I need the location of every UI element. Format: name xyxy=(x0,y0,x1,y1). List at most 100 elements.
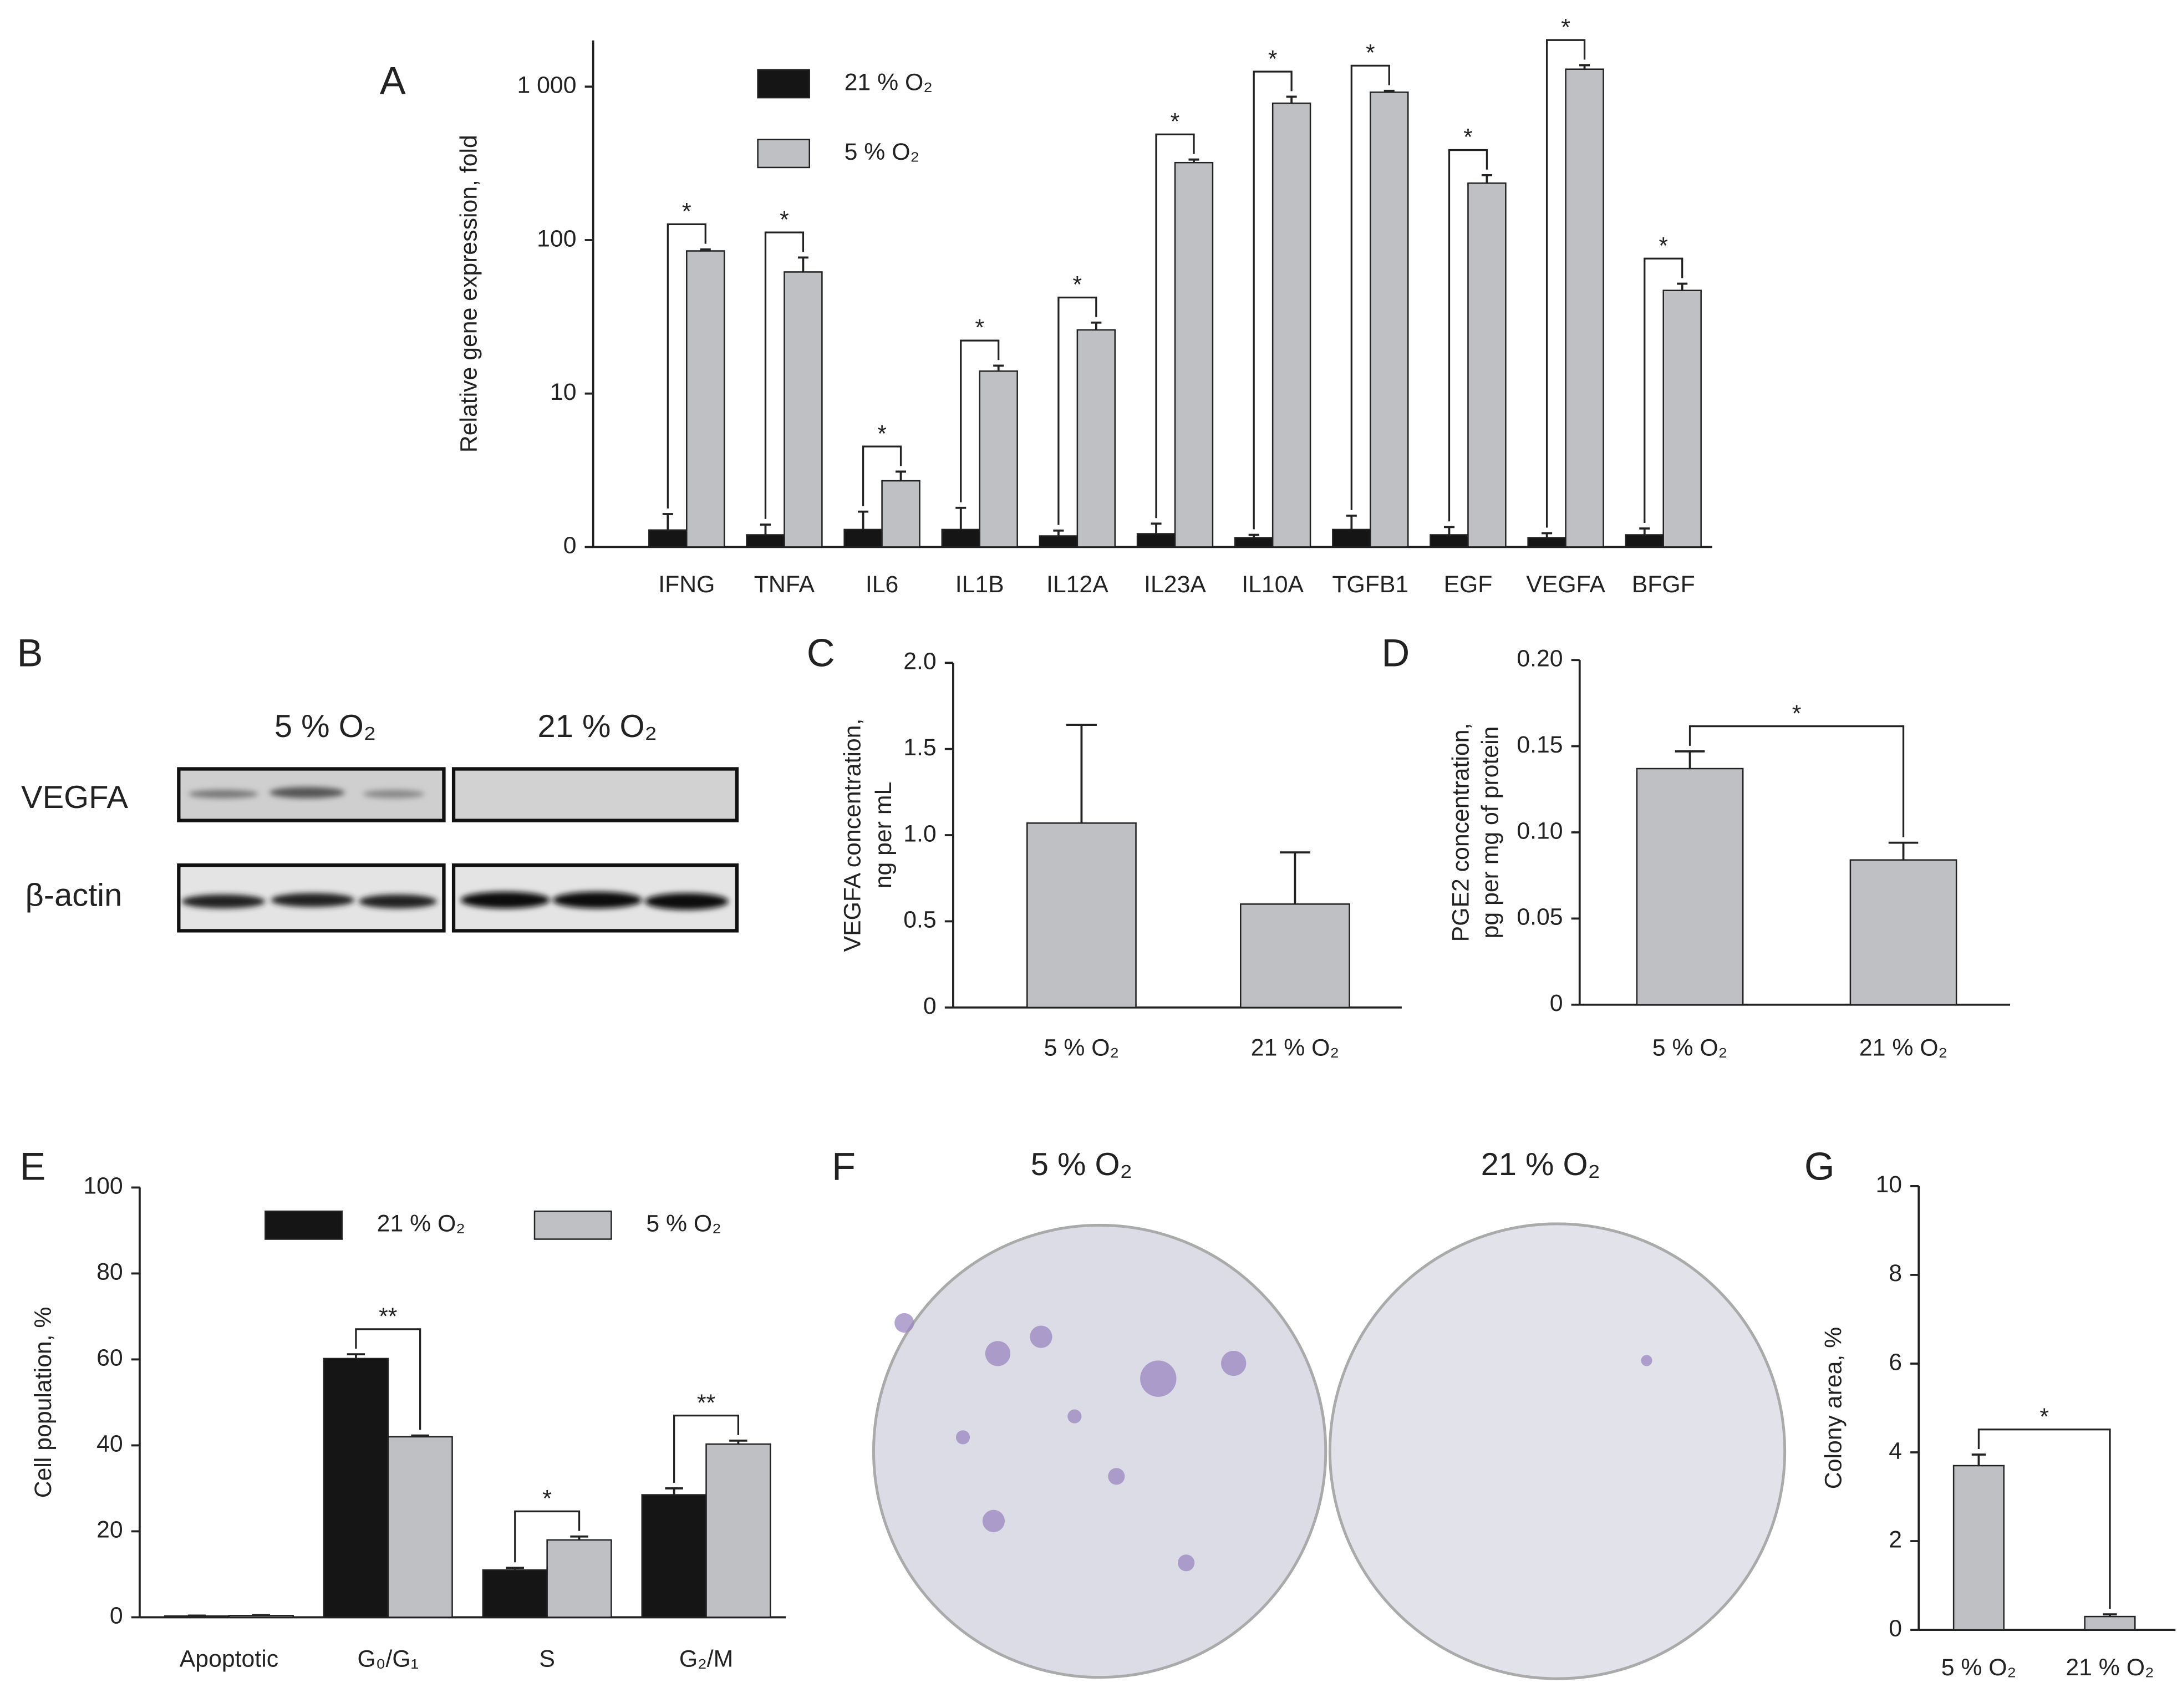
x-tick-label: IL23A xyxy=(1144,571,1206,598)
significance-bracket xyxy=(862,445,902,506)
x-tick-label: IL10A xyxy=(1242,571,1304,598)
error-bar xyxy=(252,1614,271,1616)
error-bar xyxy=(411,1434,429,1437)
bar xyxy=(2084,1615,2136,1631)
bar xyxy=(1076,329,1116,548)
x-tick-label: IL1B xyxy=(955,571,1004,598)
error-bar xyxy=(760,523,771,535)
colonies xyxy=(894,1313,1652,1572)
x-tick-label: 5 % O₂ xyxy=(1044,1035,1119,1061)
bar xyxy=(1039,535,1079,548)
x-tick-label: TGFB1 xyxy=(1332,571,1408,598)
significance-label: * xyxy=(1171,109,1180,135)
y-axis-label: PGE2 concentration, xyxy=(1448,723,1474,942)
panel-letter: G xyxy=(1804,1144,1835,1188)
significance-label: * xyxy=(877,420,887,447)
significance-label: * xyxy=(1463,124,1473,151)
blot-panel: B 5 % O₂ 21 % O₂ VEGFA β-actin xyxy=(17,631,739,933)
legend-label: 5 % O₂ xyxy=(646,1211,721,1237)
x-tick-label: TNFA xyxy=(754,571,815,598)
bar xyxy=(323,1358,389,1618)
error-bar xyxy=(896,470,907,481)
error-bar xyxy=(993,364,1004,372)
legend-swatch xyxy=(533,1210,612,1240)
error-bar xyxy=(1971,1453,1986,1466)
x-tick-label: IL12A xyxy=(1046,571,1108,598)
legend-swatch xyxy=(757,69,810,99)
significance-label: * xyxy=(682,199,691,225)
panel-letter: C xyxy=(807,631,835,674)
error-bar xyxy=(858,510,869,530)
significance-bracket xyxy=(673,1414,740,1483)
bar xyxy=(1174,161,1214,548)
error-bar xyxy=(1481,174,1492,184)
significance-bracket xyxy=(1448,149,1488,522)
x-tick-label: VEGFA xyxy=(1526,571,1605,598)
error-bar xyxy=(2103,1613,2117,1617)
x-tick-label: G₀/G₁ xyxy=(358,1646,419,1673)
error-bar xyxy=(1053,529,1064,536)
error-bar xyxy=(506,1567,524,1570)
bar xyxy=(881,480,920,548)
significance-bracket xyxy=(1155,133,1195,518)
significance-bracket xyxy=(355,1328,421,1430)
y-axis-label: Colony area, % xyxy=(1820,1327,1847,1489)
bar xyxy=(1636,767,1744,1006)
significance-bracket xyxy=(1644,257,1683,523)
significance-label: * xyxy=(975,314,984,341)
legend-swatch xyxy=(265,1210,343,1240)
error-bar xyxy=(1286,95,1297,104)
x-tick-label: 21 % O₂ xyxy=(1859,1035,1947,1061)
error-bar xyxy=(1346,515,1357,530)
x-tick-label: G₂/M xyxy=(679,1646,733,1673)
plate-condition: 21 % O₂ xyxy=(1481,1147,1600,1182)
error-bar xyxy=(1443,526,1454,535)
panel-letter: F xyxy=(832,1144,856,1188)
x-tick-label: 21 % O₂ xyxy=(1251,1035,1339,1061)
bar xyxy=(1565,68,1604,548)
y-tick-label: 0 xyxy=(923,993,937,1019)
y-tick-label: 6 xyxy=(1889,1349,1902,1375)
y-tick-label: 0 xyxy=(1889,1615,1902,1641)
bar xyxy=(1271,102,1311,548)
bar xyxy=(1240,903,1350,1009)
significance-bracket xyxy=(667,223,706,509)
blot-bands xyxy=(188,787,425,799)
significance-label: * xyxy=(1073,272,1082,298)
bar xyxy=(941,528,980,548)
error-bar xyxy=(1888,841,1919,860)
bar xyxy=(979,370,1018,548)
y-tick-label: 1.0 xyxy=(903,820,936,847)
significance-bracket xyxy=(1350,64,1390,510)
y-tick-label: 20 xyxy=(96,1517,123,1543)
y-tick-label: 2 xyxy=(1889,1526,1902,1553)
significance-bracket xyxy=(1545,39,1586,528)
x-tick-label: Apoptotic xyxy=(180,1646,278,1673)
error-bar xyxy=(1579,64,1590,69)
bar xyxy=(686,250,725,548)
legend-label: 21 % O₂ xyxy=(377,1211,465,1237)
y-tick-label: 0 xyxy=(1550,990,1563,1016)
significance-label: * xyxy=(2039,1404,2049,1430)
x-tick-label: 5 % O₂ xyxy=(1941,1654,2016,1681)
error-bar xyxy=(1188,158,1199,163)
significance-bracket xyxy=(1253,70,1293,530)
x-tick-label: IFNG xyxy=(658,571,715,598)
error-bar xyxy=(797,256,808,272)
y-tick-label: 0.5 xyxy=(903,907,936,933)
significance-bracket xyxy=(1688,725,1905,837)
legend-label: 21 % O₂ xyxy=(845,69,933,95)
y-tick-label: 0.20 xyxy=(1517,645,1563,672)
y-tick-label: 0.15 xyxy=(1517,731,1563,758)
error-bar xyxy=(1066,724,1097,824)
bar xyxy=(1332,528,1371,548)
panel-letter: D xyxy=(1381,631,1410,674)
bar xyxy=(1467,182,1507,548)
bar xyxy=(1370,92,1409,548)
bar xyxy=(1430,534,1469,548)
y-tick-label: 0.10 xyxy=(1517,817,1563,844)
significance-label: * xyxy=(1561,14,1570,40)
y-axis-label: Relative gene expression, fold xyxy=(456,135,482,453)
x-tick-label: 21 % O₂ xyxy=(2066,1654,2154,1681)
